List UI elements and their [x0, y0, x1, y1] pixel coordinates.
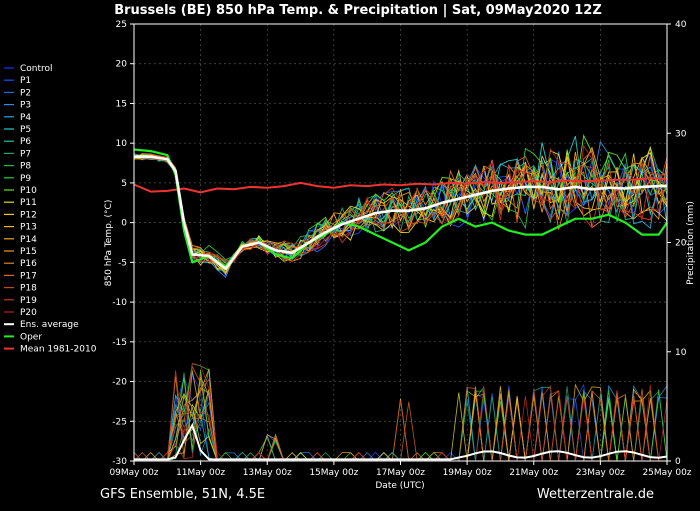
legend-label: P17 — [20, 271, 37, 281]
x-axis-label: Date (UTC) — [375, 481, 424, 491]
left-tick-label: -15 — [112, 338, 127, 348]
legend-label: P3 — [20, 101, 31, 111]
right-tick-label: 30 — [675, 129, 687, 139]
x-tick-label: 13May 00z — [243, 468, 292, 478]
x-tick-label: 11May 00z — [176, 468, 225, 478]
temp-line-mean-1981-2010 — [133, 177, 668, 194]
right-tick-label: 10 — [675, 348, 687, 358]
x-tick-label: 19May 00z — [443, 468, 492, 478]
temp-line-p12 — [133, 146, 668, 275]
grid — [134, 24, 667, 461]
legend-label: Ens. average — [20, 320, 79, 330]
legend-label: Mean 1981-2010 — [20, 345, 97, 355]
legend-label: P8 — [20, 162, 31, 172]
legend-label: P12 — [20, 210, 37, 220]
legend-label: P9 — [20, 174, 31, 184]
left-tick-label: 25 — [116, 20, 127, 30]
left-axis-ticks: 25 20 15 10 5 0 -5 -10 -15 -20 -25 -30 — [112, 20, 134, 467]
footer-site-name: Wetterzentrale.de — [537, 487, 654, 502]
x-tick-label: 17May 00z — [376, 468, 425, 478]
left-tick-label: -25 — [112, 417, 127, 427]
right-tick-label: 20 — [675, 239, 687, 249]
left-tick-label: -20 — [112, 378, 127, 388]
left-tick-label: 15 — [116, 99, 127, 109]
chart-title: Brussels (BE) 850 hPa Temp. & Precipitat… — [114, 3, 602, 18]
left-tick-label: -10 — [112, 298, 127, 308]
legend-label: P10 — [20, 186, 37, 196]
left-tick-label: 10 — [116, 139, 128, 149]
temp-line-p15 — [133, 151, 668, 276]
legend-label: P5 — [20, 125, 31, 135]
right-tick-label: 40 — [675, 20, 687, 30]
legend-label: P7 — [20, 149, 31, 159]
left-tick-label: -30 — [112, 457, 127, 467]
legend-label: P20 — [20, 308, 37, 318]
right-tick-label: 0 — [675, 457, 681, 467]
footer-model-info: GFS Ensemble, 51N, 4.5E — [100, 487, 265, 502]
x-tick-label: 25May 00z — [642, 468, 691, 478]
legend-label: P18 — [20, 284, 37, 294]
legend-label: P16 — [20, 259, 37, 269]
left-tick-label: 20 — [116, 60, 128, 70]
legend-label: P15 — [20, 247, 37, 257]
legend-label: P2 — [20, 88, 31, 98]
legend-label: Control — [20, 64, 53, 74]
left-tick-label: 5 — [121, 179, 127, 189]
x-tick-label: 21May 00z — [509, 468, 558, 478]
temp-line-ens-average — [134, 155, 667, 271]
x-tick-label: 23May 00z — [576, 468, 625, 478]
legend-label: P11 — [20, 198, 37, 208]
x-tick-label: 09May 00z — [109, 468, 158, 478]
legend: Control P1 P2 P3 P4 P5 P6 P7 P8 P9 P10 P11 P12 P13 P14… — [4, 64, 97, 355]
left-tick-label: 0 — [121, 219, 127, 229]
legend-label: Oper — [20, 332, 42, 342]
temp-line-oper — [133, 148, 668, 268]
legend-label: P6 — [20, 137, 31, 147]
precip-line-ens-average — [134, 422, 668, 461]
legend-label: P14 — [20, 235, 37, 245]
temp-line-p10 — [134, 134, 668, 264]
right-axis-ticks: 40 30 20 10 0 — [667, 20, 687, 467]
legend-label: P19 — [20, 296, 37, 306]
y-axis-label-left: 850 hPa Temp. (°C) — [104, 200, 114, 287]
legend-label: P1 — [20, 76, 31, 86]
legend-label: P13 — [20, 223, 37, 233]
left-tick-label: -5 — [118, 258, 127, 268]
legend-label: P4 — [20, 113, 31, 123]
x-axis-ticks: 09May 00z 11May 00z 13May 00z 15May 00z 17Ma… — [109, 461, 692, 478]
highlight-lines — [133, 148, 668, 271]
y-axis-label-right: Precipitation (mm) — [686, 201, 696, 285]
x-tick-label: 15May 00z — [309, 468, 358, 478]
